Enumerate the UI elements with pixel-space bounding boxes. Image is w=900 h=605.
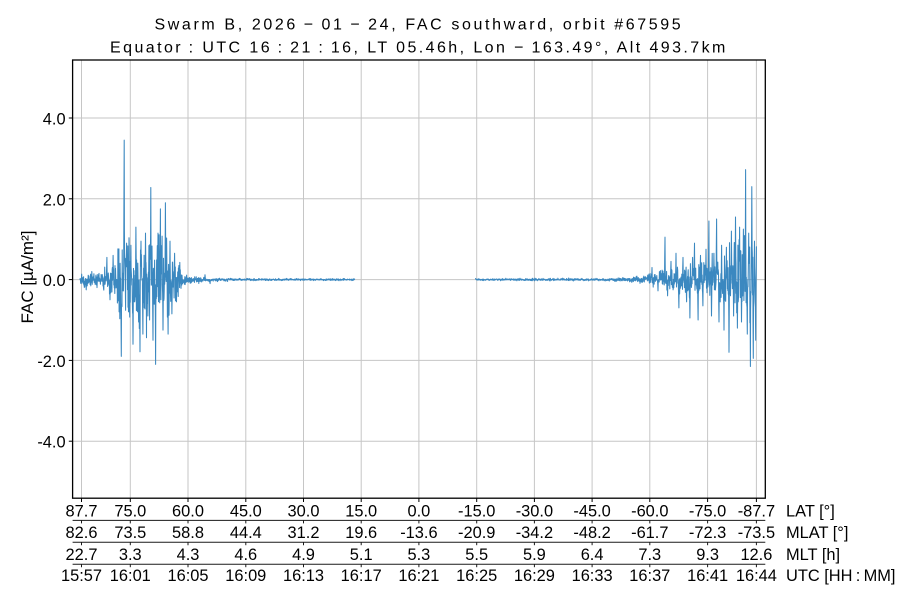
svg-text:FAC [µA/m²]: FAC [µA/m²] <box>18 231 37 324</box>
svg-text:12.6: 12.6 <box>740 546 772 564</box>
svg-text:31.2: 31.2 <box>288 524 320 542</box>
svg-text:16:05: 16:05 <box>167 567 208 585</box>
svg-text:UTC [HH : MM]: UTC [HH : MM] <box>786 567 895 585</box>
svg-text:4.9: 4.9 <box>292 546 315 564</box>
svg-text:5.1: 5.1 <box>350 546 373 564</box>
svg-text:-72.3: -72.3 <box>689 524 726 542</box>
svg-text:-30.0: -30.0 <box>516 502 553 520</box>
svg-text:16:41: 16:41 <box>687 567 728 585</box>
svg-text:4.3: 4.3 <box>177 546 200 564</box>
svg-text:87.7: 87.7 <box>66 502 98 520</box>
svg-text:0.0: 0.0 <box>408 502 431 520</box>
svg-text:-13.6: -13.6 <box>400 524 437 542</box>
svg-text:9.3: 9.3 <box>696 546 719 564</box>
svg-text:30.0: 30.0 <box>288 502 320 520</box>
svg-text:16:09: 16:09 <box>225 567 266 585</box>
svg-text:16:21: 16:21 <box>398 567 439 585</box>
svg-text:-87.7: -87.7 <box>738 502 775 520</box>
svg-text:-60.0: -60.0 <box>631 502 668 520</box>
svg-text:19.6: 19.6 <box>345 524 377 542</box>
svg-text:Equator : UTC 16 : 21 : 16,: Equator : UTC 16 : 21 : 16, LT 05.46h, L… <box>110 39 728 56</box>
svg-text:15:57: 15:57 <box>61 567 102 585</box>
svg-text:44.4: 44.4 <box>230 524 262 542</box>
svg-text:-2.0: -2.0 <box>37 353 65 371</box>
svg-text:16:01: 16:01 <box>110 567 151 585</box>
svg-text:2.0: 2.0 <box>43 191 66 209</box>
svg-text:-73.5: -73.5 <box>738 524 775 542</box>
svg-text:16:33: 16:33 <box>572 567 613 585</box>
svg-text:6.4: 6.4 <box>581 546 604 564</box>
svg-text:4.6: 4.6 <box>234 546 257 564</box>
svg-text:-15.0: -15.0 <box>458 502 495 520</box>
svg-text:7.3: 7.3 <box>638 546 661 564</box>
svg-text:16:37: 16:37 <box>629 567 670 585</box>
svg-text:Swarm B, 2026 − 01 − 24, FAC: Swarm B, 2026 − 01 − 24, FAC southward, … <box>154 16 683 33</box>
svg-text:-61.7: -61.7 <box>631 524 668 542</box>
svg-text:45.0: 45.0 <box>230 502 262 520</box>
svg-text:-4.0: -4.0 <box>37 434 65 452</box>
svg-text:4.0: 4.0 <box>43 111 66 129</box>
svg-text:-45.0: -45.0 <box>573 502 610 520</box>
svg-text:5.5: 5.5 <box>465 546 488 564</box>
svg-text:73.5: 73.5 <box>114 524 146 542</box>
svg-text:22.7: 22.7 <box>66 546 98 564</box>
svg-text:75.0: 75.0 <box>114 502 146 520</box>
svg-text:60.0: 60.0 <box>172 502 204 520</box>
svg-text:-34.2: -34.2 <box>516 524 553 542</box>
svg-text:0.0: 0.0 <box>43 272 66 290</box>
svg-text:16:17: 16:17 <box>341 567 382 585</box>
svg-text:5.3: 5.3 <box>408 546 431 564</box>
svg-text:16:25: 16:25 <box>456 567 497 585</box>
svg-text:LAT [°]: LAT [°] <box>786 502 835 520</box>
svg-text:15.0: 15.0 <box>345 502 377 520</box>
svg-text:-20.9: -20.9 <box>458 524 495 542</box>
svg-text:16:44: 16:44 <box>736 567 777 585</box>
svg-text:5.9: 5.9 <box>523 546 546 564</box>
svg-text:MLT [h]: MLT [h] <box>786 546 840 564</box>
svg-text:16:13: 16:13 <box>283 567 324 585</box>
svg-text:82.6: 82.6 <box>66 524 98 542</box>
svg-text:-75.0: -75.0 <box>689 502 726 520</box>
svg-text:MLAT [°]: MLAT [°] <box>786 524 848 542</box>
svg-text:58.8: 58.8 <box>172 524 204 542</box>
svg-text:3.3: 3.3 <box>119 546 142 564</box>
svg-text:16:29: 16:29 <box>514 567 555 585</box>
svg-text:-48.2: -48.2 <box>573 524 610 542</box>
